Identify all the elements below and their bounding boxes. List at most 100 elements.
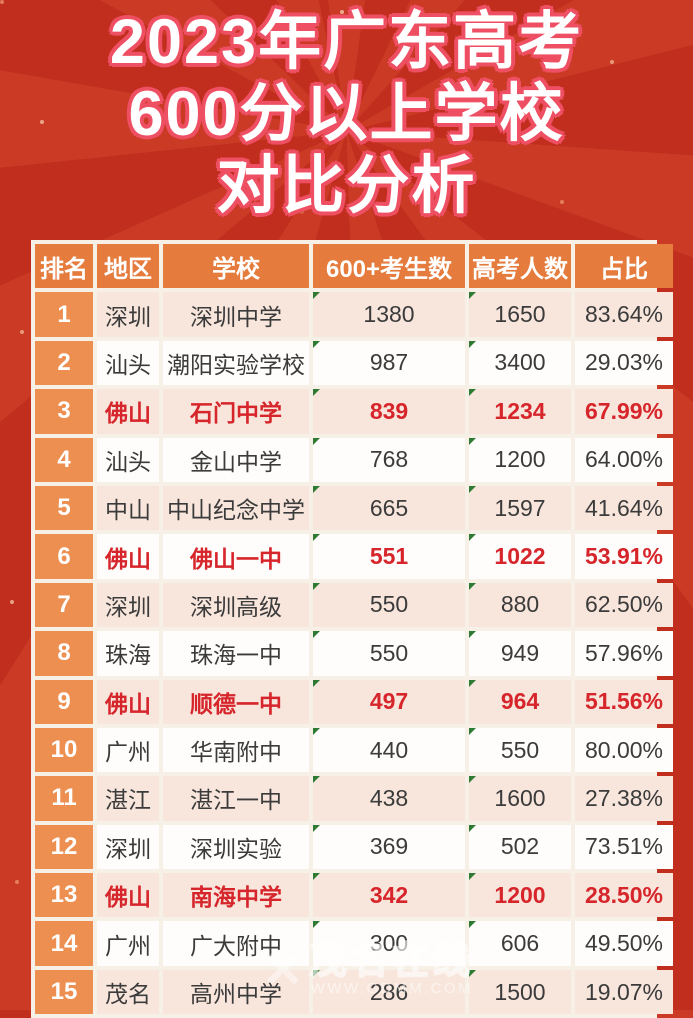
table-cell-total-examinees-row-1: 1650	[469, 292, 571, 337]
table-cell-total-examinees-row-3: 1234	[469, 389, 571, 434]
table-cell-rank-row-14: 14	[35, 921, 93, 966]
table-cell-rank-row-13: 13	[35, 873, 93, 918]
table-cell-school-row-10: 华南附中	[163, 727, 309, 773]
table-cell-total-examinees-row-8: 949	[469, 631, 571, 676]
page-title: 2023年广东高考 600分以上学校 对比分析	[0, 6, 693, 222]
table-cell-total-examinees-row-7: 880	[469, 582, 571, 628]
table-cell-region-row-8: 珠海	[97, 631, 159, 676]
table-cell-600plus-count-row-13: 342	[313, 873, 465, 918]
table-cell-region-row-2: 汕头	[97, 340, 159, 386]
table-cell-ratio-row-14: 49.50%	[575, 921, 673, 966]
table-cell-600plus-count-row-12: 369	[313, 824, 465, 870]
title-line-2: 600分以上学校	[128, 79, 565, 149]
table-cell-total-examinees-row-13: 1200	[469, 873, 571, 918]
table-cell-school-row-2: 潮阳实验学校	[163, 340, 309, 386]
table-cell-school-row-14: 广大附中	[163, 921, 309, 966]
title-line-3: 对比分析	[216, 151, 477, 221]
table-cell-600plus-count-row-7: 550	[313, 582, 465, 628]
table-cell-school-row-11: 湛江一中	[163, 776, 309, 821]
table-cell-600plus-count-row-1: 1380	[313, 292, 465, 337]
table-cell-school-row-1: 深圳中学	[163, 292, 309, 337]
table-cell-region-row-12: 深圳	[97, 824, 159, 870]
table-cell-total-examinees-row-14: 606	[469, 921, 571, 966]
col-header-ratio: 占比	[575, 244, 673, 289]
table-cell-region-row-14: 广州	[97, 921, 159, 966]
col-header-total-examinees: 高考人数	[469, 244, 571, 289]
table-cell-ratio-row-13: 28.50%	[575, 873, 673, 918]
table-cell-ratio-row-8: 57.96%	[575, 631, 673, 676]
col-header-rank: 排名	[35, 244, 93, 289]
table-cell-600plus-count-row-9: 497	[313, 679, 465, 724]
table-cell-region-row-13: 佛山	[97, 873, 159, 918]
table-cell-region-row-10: 广州	[97, 727, 159, 773]
table-cell-total-examinees-row-6: 1022	[469, 534, 571, 579]
table-cell-region-row-7: 深圳	[97, 582, 159, 628]
table-cell-600plus-count-row-10: 440	[313, 727, 465, 773]
table-cell-total-examinees-row-9: 964	[469, 679, 571, 724]
table-cell-ratio-row-5: 41.64%	[575, 485, 673, 531]
table-cell-ratio-row-11: 27.38%	[575, 776, 673, 821]
table-cell-rank-row-6: 6	[35, 534, 93, 579]
table-cell-rank-row-3: 3	[35, 389, 93, 434]
table-cell-rank-row-9: 9	[35, 679, 93, 724]
table-cell-ratio-row-4: 64.00%	[575, 437, 673, 482]
table-cell-school-row-3: 石门中学	[163, 389, 309, 434]
table-cell-rank-row-10: 10	[35, 727, 93, 773]
table-cell-total-examinees-row-10: 550	[469, 727, 571, 773]
table-cell-600plus-count-row-6: 551	[313, 534, 465, 579]
table-cell-school-row-8: 珠海一中	[163, 631, 309, 676]
table-cell-ratio-row-10: 80.00%	[575, 727, 673, 773]
table-cell-ratio-row-1: 83.64%	[575, 292, 673, 337]
table-cell-school-row-12: 深圳实验	[163, 824, 309, 870]
table-cell-ratio-row-6: 53.91%	[575, 534, 673, 579]
table-cell-ratio-row-2: 29.03%	[575, 340, 673, 386]
table-cell-ratio-row-7: 62.50%	[575, 582, 673, 628]
table-cell-600plus-count-row-4: 768	[313, 437, 465, 482]
table-cell-school-row-4: 金山中学	[163, 437, 309, 482]
table-cell-ratio-row-15: 19.07%	[575, 969, 673, 1015]
table-cell-rank-row-15: 15	[35, 969, 93, 1015]
table-cell-school-row-5: 中山纪念中学	[163, 485, 309, 531]
table-cell-total-examinees-row-11: 1600	[469, 776, 571, 821]
table-cell-600plus-count-row-15: 286	[313, 969, 465, 1015]
table-cell-600plus-count-row-8: 550	[313, 631, 465, 676]
table-cell-total-examinees-row-12: 502	[469, 824, 571, 870]
table-cell-region-row-4: 汕头	[97, 437, 159, 482]
table-cell-region-row-3: 佛山	[97, 389, 159, 434]
table-cell-region-row-1: 深圳	[97, 292, 159, 337]
table-cell-600plus-count-row-14: 300	[313, 921, 465, 966]
table-cell-region-row-9: 佛山	[97, 679, 159, 724]
table-cell-region-row-5: 中山	[97, 485, 159, 531]
table-cell-600plus-count-row-5: 665	[313, 485, 465, 531]
col-header-school: 学校	[163, 244, 309, 289]
col-header-600plus-count: 600+考生数	[313, 244, 465, 289]
table-cell-total-examinees-row-2: 3400	[469, 340, 571, 386]
table-cell-total-examinees-row-5: 1597	[469, 485, 571, 531]
table-cell-ratio-row-3: 67.99%	[575, 389, 673, 434]
table-cell-school-row-9: 顺德一中	[163, 679, 309, 724]
table-cell-ratio-row-12: 73.51%	[575, 824, 673, 870]
table-cell-school-row-7: 深圳高级	[163, 582, 309, 628]
table-cell-rank-row-2: 2	[35, 340, 93, 386]
table-cell-rank-row-1: 1	[35, 292, 93, 337]
col-header-region: 地区	[97, 244, 159, 289]
table-cell-region-row-15: 茂名	[97, 969, 159, 1015]
table-cell-rank-row-4: 4	[35, 437, 93, 482]
table-cell-600plus-count-row-2: 987	[313, 340, 465, 386]
table-cell-region-row-11: 湛江	[97, 776, 159, 821]
table-cell-school-row-6: 佛山一中	[163, 534, 309, 579]
table-cell-ratio-row-9: 51.56%	[575, 679, 673, 724]
table-cell-region-row-6: 佛山	[97, 534, 159, 579]
table-cell-600plus-count-row-3: 839	[313, 389, 465, 434]
table-cell-rank-row-8: 8	[35, 631, 93, 676]
table-cell-rank-row-11: 11	[35, 776, 93, 821]
table-cell-600plus-count-row-11: 438	[313, 776, 465, 821]
table-cell-rank-row-5: 5	[35, 485, 93, 531]
table-cell-school-row-15: 高州中学	[163, 969, 309, 1015]
table-cell-school-row-13: 南海中学	[163, 873, 309, 918]
table-cell-rank-row-12: 12	[35, 824, 93, 870]
table-cell-total-examinees-row-4: 1200	[469, 437, 571, 482]
table-cell-rank-row-7: 7	[35, 582, 93, 628]
score-table: 排名 地区 学校 600+考生数 高考人数 占比 1 深圳 深圳中学 1380 1650…	[31, 240, 673, 1018]
title-line-1: 2023年广东高考	[109, 7, 584, 77]
